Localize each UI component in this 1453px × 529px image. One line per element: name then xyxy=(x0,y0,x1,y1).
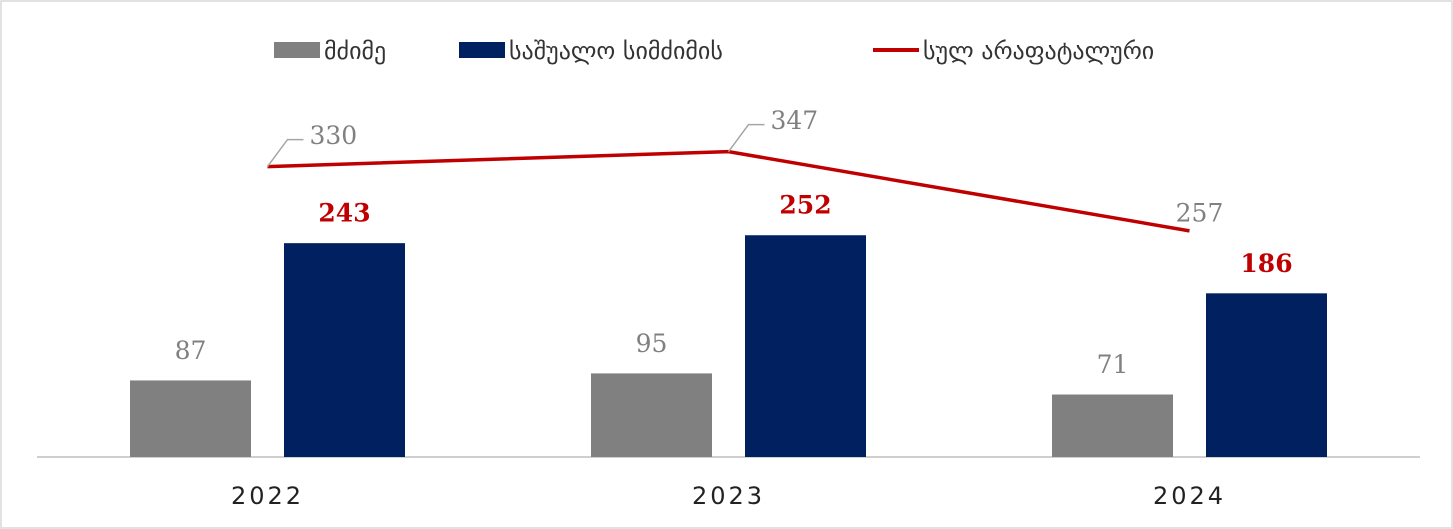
data-label: 71 xyxy=(1097,350,1129,379)
legend-label: მძიმე xyxy=(324,37,386,65)
data-label: 257 xyxy=(1176,198,1224,227)
data-label: 95 xyxy=(636,329,668,358)
bar xyxy=(1206,293,1327,457)
x-tick-label: 2023 xyxy=(692,482,765,510)
bar xyxy=(745,235,866,457)
legend-label: სულ არაფატალური xyxy=(923,37,1154,65)
bar xyxy=(284,243,405,457)
data-label: 186 xyxy=(1240,249,1292,278)
data-label: 330 xyxy=(310,121,358,150)
legend-swatch xyxy=(274,42,320,58)
leader-line xyxy=(266,138,304,168)
legend-label: საშუალო სიმძიმის xyxy=(509,37,723,65)
data-label: 347 xyxy=(771,106,819,135)
bar xyxy=(130,380,251,457)
x-tick-label: 2024 xyxy=(1153,482,1226,510)
data-label: 243 xyxy=(318,199,370,228)
leader-line xyxy=(727,123,765,153)
data-label: 252 xyxy=(779,191,831,220)
bar xyxy=(591,373,712,457)
x-tick-label: 2022 xyxy=(231,482,304,510)
data-label: 87 xyxy=(175,336,207,365)
legend-swatch xyxy=(459,42,505,58)
bar xyxy=(1052,394,1173,457)
